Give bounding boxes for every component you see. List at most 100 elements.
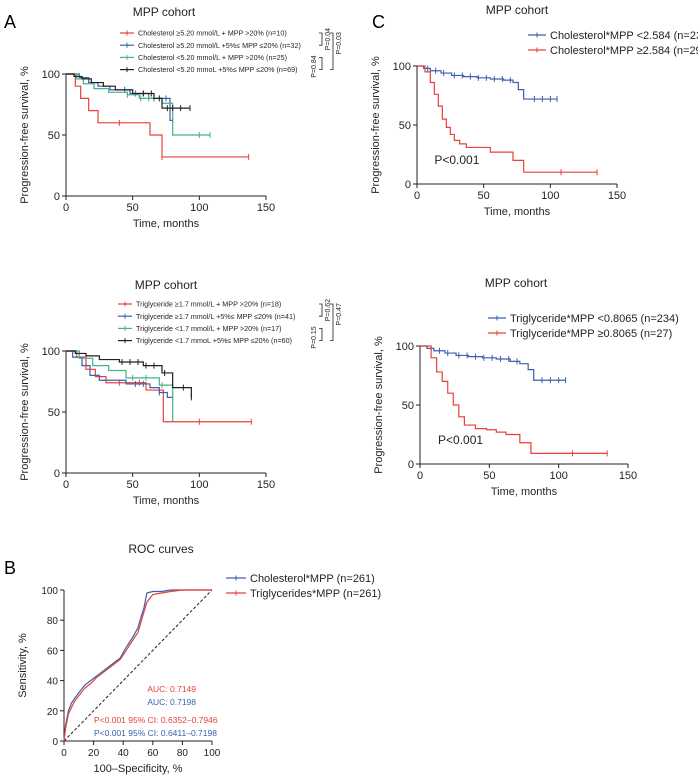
y-tick-label: 0 xyxy=(54,468,60,480)
x-tick-label: 0 xyxy=(63,202,69,214)
p-value-annotation: P=0.15 xyxy=(311,326,318,348)
p-bracket xyxy=(330,32,334,70)
series-line xyxy=(63,589,212,742)
series-line xyxy=(63,589,212,742)
x-tick-label: 0 xyxy=(414,190,420,202)
series-line xyxy=(66,350,192,398)
p-value-label: P<0.001 xyxy=(434,153,479,167)
chart-a1: MPP cohort 0 50 100 150 0 50 100 Time, months Pro… xyxy=(19,5,343,230)
x-axis-label: Time, months xyxy=(133,218,200,230)
x-tick-label: 20 xyxy=(88,748,100,759)
legend-label: Triglyceride*MPP ≥0.8065 (n=27) xyxy=(510,328,672,340)
x-axis-label: Time, months xyxy=(491,486,558,498)
x-tick-label: 150 xyxy=(257,479,275,491)
chart-c1: MPP cohort 0 50 100 150 0 50 100 Time, months Pro… xyxy=(370,3,698,218)
y-axis-label: Progression-free survival, % xyxy=(373,336,385,474)
legend-label: Triglyceride <1.7 mmol/L + MPP >20% (n=1… xyxy=(136,324,282,333)
x-tick-label: 50 xyxy=(478,190,490,202)
chart-b: ROC curves 0 20 40 60 80 100 0 20 40 60 80 100 100–Sp… xyxy=(17,542,381,775)
p-value-annotation: P=0.03 xyxy=(336,32,343,54)
legend-label: Cholesterol ≥5.20 mmol/L + MPP >20% (n=1… xyxy=(138,29,287,38)
y-tick-label: 100 xyxy=(41,586,58,597)
y-axis-label: Progression-free survival, % xyxy=(370,56,382,194)
series-line xyxy=(420,345,608,454)
panel-label-b: B xyxy=(4,558,16,578)
legend-label: Triglyceride ≥1.7 mmol/L +5%≤ MPP ≤20% (… xyxy=(136,312,295,321)
legend-label: Cholesterol <5.20 mmol/L + MPP >20% (n=2… xyxy=(138,53,287,62)
p-value-annotation: P=0.47 xyxy=(336,303,343,325)
series-line xyxy=(417,65,597,173)
y-tick-label: 50 xyxy=(48,407,60,419)
legend-label: Triglycerides*MPP (n=261) xyxy=(250,588,381,600)
x-axis-label: Time, months xyxy=(484,206,551,218)
x-tick-label: 100 xyxy=(549,470,567,482)
legend-label: Triglyceride <1.7 mmoL +5%≤ MPP ≤20% (n=… xyxy=(136,336,292,345)
y-tick-label: 0 xyxy=(52,737,58,748)
p-value-annotation: P=0.04 xyxy=(325,28,332,50)
series-line xyxy=(66,73,210,136)
y-tick-label: 100 xyxy=(396,341,414,353)
roc-annotation: AUC: 0.7198 xyxy=(147,697,196,707)
y-tick-label: 100 xyxy=(42,346,60,358)
x-tick-label: 150 xyxy=(257,202,275,214)
p-bracket xyxy=(319,57,323,70)
y-axis-label: Progression-free survival, % xyxy=(19,66,31,204)
legend-label: Cholesterol <5.20 mmoL +5%≤ MPP ≤20% (n=… xyxy=(138,65,298,74)
x-tick-label: 80 xyxy=(177,748,189,759)
p-value-annotation: P=0.84 xyxy=(311,55,318,77)
x-tick-label: 0 xyxy=(63,479,69,491)
y-tick-label: 40 xyxy=(47,677,59,688)
y-tick-label: 50 xyxy=(48,130,60,142)
series-line xyxy=(420,345,566,381)
roc-annotation: P<0.001 95% CI: 0.6411–0.7198 xyxy=(94,728,217,738)
chart-a2: MPP cohort 0 50 100 150 0 50 100 Time, months Pro… xyxy=(19,278,343,507)
chart-title: ROC curves xyxy=(128,542,193,556)
p-bracket xyxy=(319,32,323,46)
x-axis-label: Time, months xyxy=(133,495,200,507)
y-tick-label: 50 xyxy=(402,400,414,412)
x-tick-label: 40 xyxy=(118,748,130,759)
legend-label: Cholesterol*MPP (n=261) xyxy=(250,573,375,585)
p-bracket xyxy=(330,303,334,341)
x-tick-label: 100 xyxy=(190,479,208,491)
chart-title: MPP cohort xyxy=(135,278,198,292)
x-tick-label: 50 xyxy=(127,479,139,491)
x-tick-label: 100 xyxy=(190,202,208,214)
legend-label: Cholesterol*MPP <2.584 (n=232) xyxy=(550,30,698,42)
x-tick-label: 150 xyxy=(608,190,626,202)
legend-label: Cholesterol*MPP ≥2.584 (n=29) xyxy=(550,45,698,57)
p-bracket xyxy=(319,328,323,341)
x-tick-label: 50 xyxy=(483,470,495,482)
chart-title: MPP cohort xyxy=(486,3,549,17)
x-axis-label: 100–Specificity, % xyxy=(93,763,182,775)
y-tick-label: 100 xyxy=(393,61,411,73)
series-line xyxy=(66,350,173,398)
legend-label: Triglyceride ≥1.7 mmol/L + MPP >20% (n=1… xyxy=(136,300,281,309)
x-tick-label: 100 xyxy=(541,190,559,202)
series-line xyxy=(66,73,249,158)
legend-label: Triglyceride*MPP <0.8065 (n=234) xyxy=(510,313,679,325)
series-line xyxy=(417,65,557,100)
p-value-label: P<0.001 xyxy=(438,433,483,447)
p-value-annotation: P=0.62 xyxy=(325,299,332,321)
x-tick-label: 150 xyxy=(619,470,637,482)
y-tick-label: 0 xyxy=(408,459,414,471)
panel-label-a: A xyxy=(4,12,16,32)
y-tick-label: 20 xyxy=(47,707,59,718)
roc-annotation: AUC: 0.7149 xyxy=(147,684,196,694)
chart-panels: MPP cohort 0 50 100 150 0 50 100 Time, months Pro… xyxy=(17,3,698,775)
x-tick-label: 100 xyxy=(204,748,221,759)
series-line xyxy=(66,73,190,109)
series-line xyxy=(66,73,173,121)
x-tick-label: 0 xyxy=(417,470,423,482)
chart-c2: MPP cohort 0 50 100 150 0 50 100 Time, months Pro… xyxy=(373,276,679,498)
y-axis-label: Sensitivity, % xyxy=(17,633,29,698)
x-tick-label: 60 xyxy=(147,748,159,759)
chart-title: MPP cohort xyxy=(133,5,196,19)
series-line xyxy=(66,350,252,423)
roc-annotation: P<0.001 95% CI: 0.6352–0.7946 xyxy=(94,715,218,725)
x-tick-label: 0 xyxy=(61,748,67,759)
x-tick-label: 50 xyxy=(127,202,139,214)
panel-label-c: C xyxy=(372,12,385,32)
